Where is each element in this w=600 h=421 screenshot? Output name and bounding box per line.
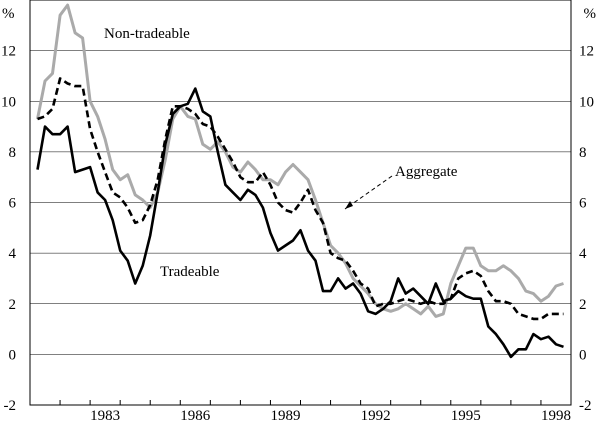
y-unit-label-left: % — [2, 6, 15, 22]
y-tick-label-right: 12 — [579, 44, 594, 60]
aggregate-pointer — [344, 175, 393, 210]
x-tick-label: 1986 — [180, 408, 211, 421]
series-line-aggregate — [37, 77, 564, 321]
y-tick-label-left: 10 — [1, 94, 16, 110]
axis-ticks — [29, 400, 572, 405]
x-tick-label: 1998 — [541, 408, 571, 421]
annotation-aggregate: Aggregate — [395, 164, 458, 180]
annotation-non-tradeable: Non-tradeable — [104, 26, 190, 42]
annotation-tradeable: Tradeable — [160, 264, 220, 280]
y-tick-label-left: 4 — [9, 246, 17, 262]
y-tick-label-right: 6 — [579, 196, 587, 212]
y-tick-label-left: 2 — [9, 297, 17, 313]
series-line-non-tradeable — [36, 3, 564, 318]
y-tick-label-right: 2 — [579, 297, 587, 313]
x-tick-label: 1992 — [361, 408, 391, 421]
x-tick-label: 1983 — [90, 408, 120, 421]
y-tick-label-left: -2 — [4, 398, 17, 414]
aggregate-pointer-arrowhead — [345, 201, 353, 209]
y-tick-label-right: 8 — [579, 145, 587, 161]
series-line-tradeable — [36, 87, 564, 359]
y-tick-label-right: 0 — [579, 347, 587, 363]
y-unit-label-right: % — [584, 6, 597, 22]
y-tick-label-right: -2 — [579, 398, 592, 414]
x-tick-label: 1995 — [451, 408, 481, 421]
y-tick-label-left: 12 — [1, 44, 16, 60]
y-tick-label-left: 0 — [9, 347, 17, 363]
y-tick-label-left: 6 — [9, 196, 17, 212]
axis-labels: -2 -2 0 0 2 2 4 4 6 6 8 8 10 10 12 12 1983 1986 1989 1992 19… — [1, 44, 594, 421]
grid-lines — [30, 50, 571, 355]
x-tick-label: 1989 — [270, 408, 300, 421]
y-tick-label-right: 4 — [579, 246, 587, 262]
y-tick-label-right: 10 — [579, 94, 594, 110]
y-tick-label-left: 8 — [9, 145, 17, 161]
series-layer — [36, 3, 564, 359]
